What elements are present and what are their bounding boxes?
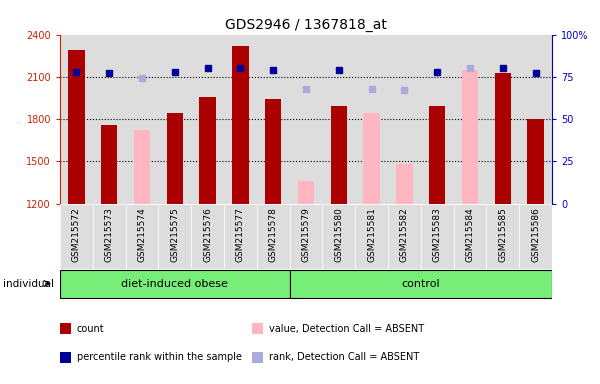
Text: diet-induced obese: diet-induced obese [121,278,228,288]
Bar [101,125,118,204]
FancyBboxPatch shape [93,204,125,269]
Bar [134,130,150,204]
Bar [232,46,248,204]
Text: percentile rank within the sample: percentile rank within the sample [77,353,242,362]
Bar [494,73,511,204]
Bar [396,164,413,204]
Text: GSM215580: GSM215580 [334,207,343,262]
FancyBboxPatch shape [421,204,454,269]
FancyBboxPatch shape [322,204,355,269]
Text: GSM215585: GSM215585 [498,207,508,262]
Title: GDS2946 / 1367818_at: GDS2946 / 1367818_at [225,18,387,32]
Text: GSM215576: GSM215576 [203,207,212,262]
Text: GSM215583: GSM215583 [433,207,442,262]
FancyBboxPatch shape [224,204,257,269]
Text: individual: individual [3,278,54,288]
Text: count: count [77,324,104,334]
Text: GSM215577: GSM215577 [236,207,245,262]
Text: GSM215581: GSM215581 [367,207,376,262]
FancyBboxPatch shape [158,204,191,269]
Bar [167,113,183,204]
Text: GSM215572: GSM215572 [72,207,81,262]
Text: value, Detection Call = ABSENT: value, Detection Call = ABSENT [269,324,424,334]
FancyBboxPatch shape [257,204,290,269]
FancyBboxPatch shape [290,270,552,298]
Bar [331,106,347,204]
Bar [199,96,216,204]
FancyBboxPatch shape [191,204,224,269]
FancyBboxPatch shape [125,204,158,269]
Bar [429,106,445,204]
Text: GSM215574: GSM215574 [137,207,146,262]
FancyBboxPatch shape [388,204,421,269]
Text: GSM215582: GSM215582 [400,207,409,262]
Text: GSM215579: GSM215579 [302,207,311,262]
Bar [298,181,314,204]
Text: GSM215578: GSM215578 [269,207,278,262]
Bar [364,113,380,204]
Bar [68,50,85,204]
Bar [462,70,478,204]
Bar [527,119,544,204]
Text: control: control [401,278,440,288]
FancyBboxPatch shape [355,204,388,269]
Text: GSM215586: GSM215586 [531,207,540,262]
FancyBboxPatch shape [487,204,519,269]
FancyBboxPatch shape [519,204,552,269]
FancyBboxPatch shape [454,204,487,269]
Text: rank, Detection Call = ABSENT: rank, Detection Call = ABSENT [269,353,419,362]
FancyBboxPatch shape [290,204,322,269]
FancyBboxPatch shape [60,270,290,298]
FancyBboxPatch shape [60,204,93,269]
Text: GSM215584: GSM215584 [466,207,475,262]
Bar [265,99,281,204]
Text: GSM215573: GSM215573 [105,207,114,262]
Text: GSM215575: GSM215575 [170,207,179,262]
